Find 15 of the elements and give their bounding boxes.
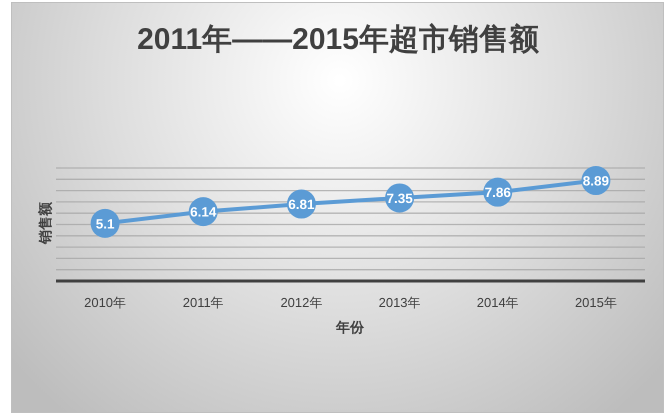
x-tick-label: 2011年: [182, 295, 224, 310]
x-tick-label: 2013年: [378, 295, 421, 310]
data-label: 5.1: [96, 216, 115, 232]
data-label: 8.89: [582, 174, 610, 189]
x-tick-label: 2015年: [574, 295, 617, 310]
data-label: 7.35: [386, 190, 414, 206]
x-axis-title: 年份: [335, 319, 365, 335]
data-label: 6.81: [288, 197, 316, 212]
x-tick-label: 2010年: [84, 295, 126, 310]
chart-title: 2011年——2015年超市销售额: [137, 22, 539, 56]
y-axis-title: 销售额: [37, 201, 53, 245]
data-label: 7.86: [484, 185, 512, 200]
x-tick-label: 2014年: [476, 295, 519, 310]
x-tick-label: 2012年: [280, 295, 322, 310]
data-label: 6.14: [190, 204, 217, 220]
